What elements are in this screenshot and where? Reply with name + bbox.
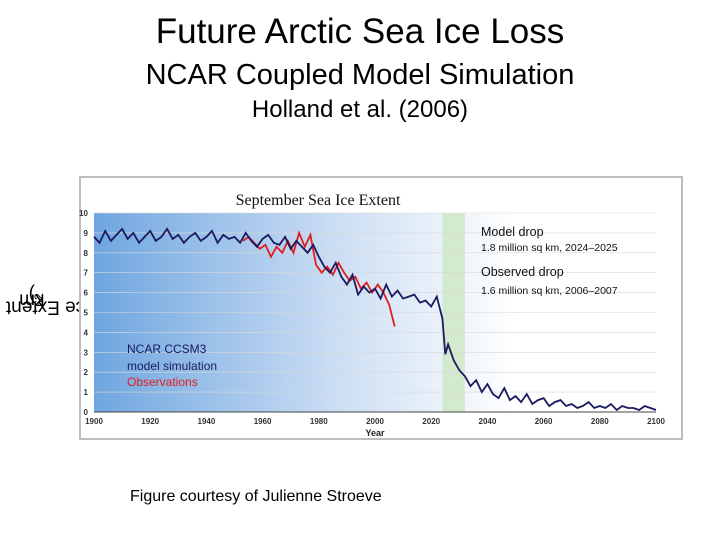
legend-observations-label: Observations	[127, 375, 198, 389]
page-subtitle: NCAR Coupled Model Simulation	[145, 59, 575, 91]
annotation-model-drop-detail: 1.8 million sq km, 2024–2025	[481, 242, 618, 254]
x-axis-label: Year	[365, 428, 385, 438]
x-tick-label: 2020	[422, 417, 440, 426]
y-tick-label: 6	[84, 289, 89, 298]
annotation-observed-drop-detail: 1.6 million sq km, 2006–2007	[481, 285, 618, 297]
annotation-observed-drop-title: Observed drop	[481, 265, 564, 279]
chart-title: September Sea Ice Extent	[236, 192, 401, 209]
x-tick-label: 1980	[310, 417, 328, 426]
citation: Holland et al. (2006)	[251, 96, 469, 123]
x-tick-label: 1900	[85, 417, 103, 426]
x-tick-label: 2060	[535, 417, 553, 426]
x-tick-label: 1960	[254, 417, 272, 426]
y-tick-label: 9	[84, 229, 89, 238]
annotation-model-drop-title: Model drop	[481, 225, 544, 239]
y-tick-label: 0	[84, 408, 89, 417]
x-tick-label: 2100	[647, 417, 665, 426]
x-tick-label: 2000	[366, 417, 384, 426]
figure-credit: Figure courtesy of Julienne Stroeve	[130, 488, 382, 505]
y-tick-label: 1	[84, 388, 89, 397]
model-line	[93, 227, 657, 412]
y-tick-label: 8	[84, 249, 89, 258]
legend-model-label-2: model simulation	[127, 359, 217, 373]
x-tick-label: 2040	[479, 417, 497, 426]
y-tick-label: 10	[79, 209, 88, 218]
y-tick-label: 7	[84, 269, 89, 278]
y-tick-label: 2	[84, 368, 89, 377]
y-tick-label: 3	[84, 348, 89, 357]
x-tick-label: 1920	[141, 417, 159, 426]
observations-line	[242, 230, 396, 327]
x-tick-label: 1940	[198, 417, 216, 426]
legend-model-label: NCAR CCSM3	[127, 342, 207, 356]
x-tick-label: 2080	[591, 417, 609, 426]
page-title: Future Arctic Sea Ice Loss	[155, 12, 565, 51]
y-tick-label: 4	[84, 328, 89, 337]
y-tick-label: 5	[84, 309, 89, 318]
